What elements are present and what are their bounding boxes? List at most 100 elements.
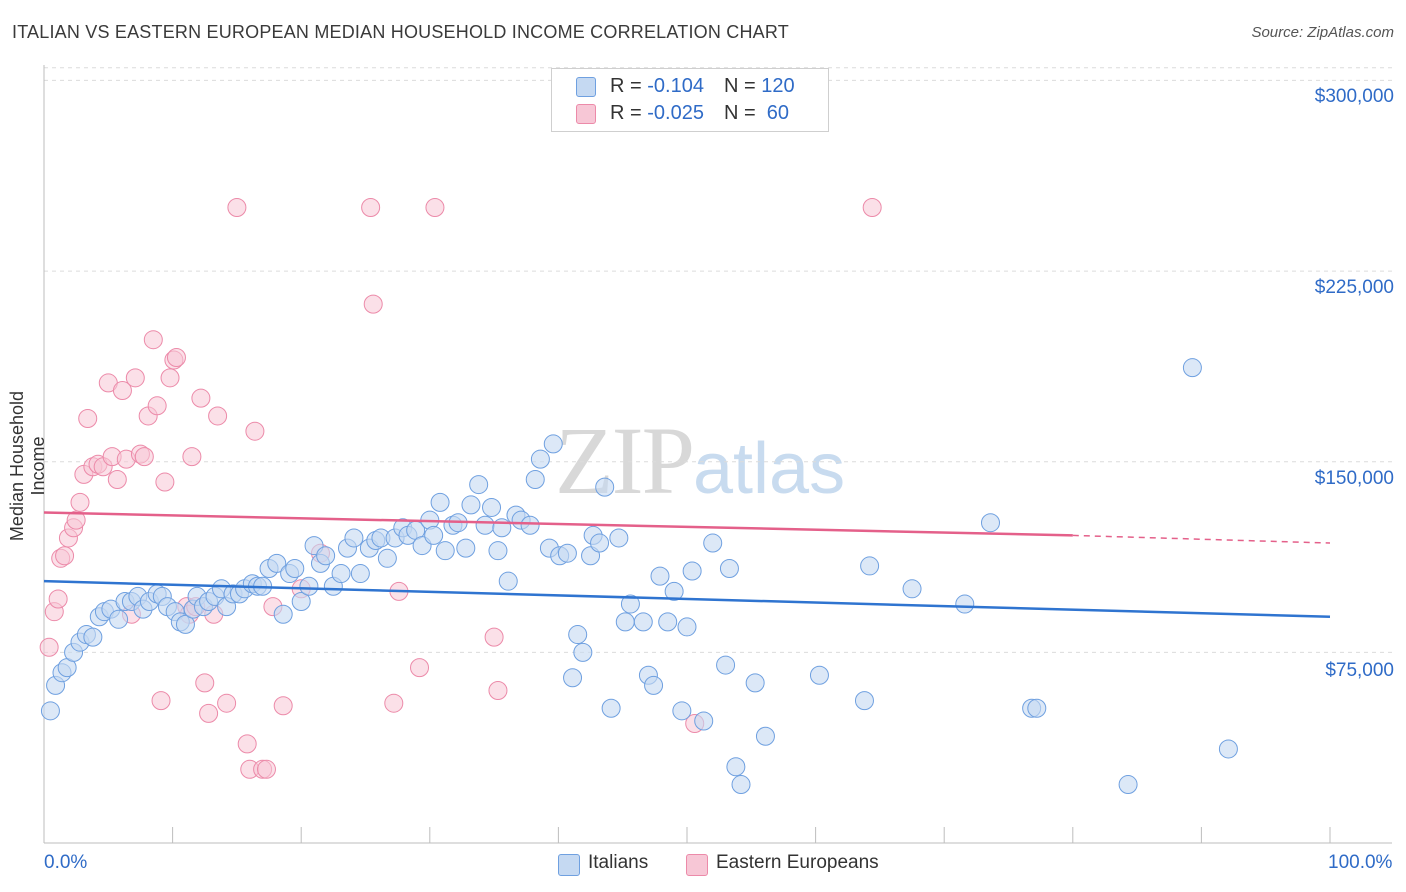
legend-n-value: 60 bbox=[761, 102, 790, 124]
y-tick-75000: $75,000 bbox=[1325, 660, 1394, 681]
point-italians-70 bbox=[482, 497, 502, 517]
point-italians-7 bbox=[83, 627, 103, 647]
point-italians-40 bbox=[285, 558, 305, 578]
legend-text-italians: R = -0.104 N = 120 bbox=[610, 75, 795, 98]
point-italians-114 bbox=[902, 579, 922, 599]
point-italians-63 bbox=[435, 541, 455, 561]
bottom-legend-label-italians: Italians bbox=[588, 852, 649, 873]
point-italians-119 bbox=[1118, 775, 1138, 795]
legend-text-eastern: R = -0.025 N = 60 bbox=[610, 102, 789, 125]
point-italians-112 bbox=[854, 691, 874, 711]
point-italians-76 bbox=[520, 515, 540, 535]
point-eastern-46 bbox=[256, 759, 276, 779]
point-eastern-28 bbox=[160, 368, 180, 388]
point-italians-80 bbox=[543, 434, 563, 454]
point-italians-110 bbox=[755, 726, 775, 746]
point-italians-94 bbox=[633, 612, 653, 632]
point-eastern-36 bbox=[195, 673, 215, 693]
point-italians-120 bbox=[1182, 358, 1202, 378]
legend-r-label: R = bbox=[610, 102, 648, 124]
point-italians-96 bbox=[644, 675, 664, 695]
point-italians-93 bbox=[620, 594, 640, 614]
point-eastern-22 bbox=[134, 447, 154, 467]
point-italians-68 bbox=[469, 475, 489, 495]
point-italians-90 bbox=[601, 698, 621, 718]
watermark-zip: ZIP bbox=[555, 407, 695, 514]
legend-swatch-italians bbox=[576, 77, 596, 97]
point-italians-91 bbox=[609, 528, 629, 548]
y-tick-300000: $300,000 bbox=[1314, 86, 1394, 107]
point-italians-47 bbox=[331, 564, 351, 584]
point-italians-104 bbox=[703, 533, 723, 553]
point-eastern-20 bbox=[125, 368, 145, 388]
bottom-legend-swatch-italians bbox=[558, 854, 580, 876]
point-italians-116 bbox=[980, 513, 1000, 533]
point-eastern-2 bbox=[48, 589, 68, 609]
legend-swatch-eastern bbox=[576, 104, 596, 124]
point-italians-73 bbox=[498, 571, 518, 591]
y-tick-150000: $150,000 bbox=[1314, 468, 1394, 489]
chart-title: ITALIAN VS EASTERN EUROPEAN MEDIAN HOUSE… bbox=[12, 22, 789, 42]
point-italians-106 bbox=[719, 558, 739, 578]
point-eastern-40 bbox=[217, 693, 237, 713]
point-eastern-27 bbox=[155, 472, 175, 492]
point-eastern-8 bbox=[70, 492, 90, 512]
point-eastern-42 bbox=[237, 734, 257, 754]
source-label: Source: ZipAtlas.com bbox=[1251, 24, 1394, 41]
point-italians-71 bbox=[488, 541, 508, 561]
point-eastern-24 bbox=[143, 330, 163, 350]
point-eastern-37 bbox=[199, 703, 219, 723]
point-italians-42 bbox=[299, 576, 319, 596]
point-italians-37 bbox=[267, 553, 287, 573]
point-italians-61 bbox=[424, 525, 444, 545]
point-italians-98 bbox=[658, 612, 678, 632]
point-italians-88 bbox=[590, 533, 610, 553]
legend-n-label: N = bbox=[723, 102, 762, 124]
point-italians-103 bbox=[694, 711, 714, 731]
point-italians-99 bbox=[664, 581, 684, 601]
point-eastern-17 bbox=[112, 381, 132, 401]
x-tick-max: 100.0% bbox=[1328, 852, 1393, 873]
legend-r-value: -0.104 bbox=[647, 75, 704, 97]
point-italians-109 bbox=[745, 673, 765, 693]
point-italians-54 bbox=[377, 548, 397, 568]
point-eastern-39 bbox=[208, 406, 228, 426]
legend-r-label: R = bbox=[610, 75, 648, 97]
point-eastern-51 bbox=[361, 198, 381, 218]
point-eastern-0 bbox=[39, 637, 59, 657]
point-italians-107 bbox=[726, 757, 746, 777]
point-eastern-33 bbox=[182, 447, 202, 467]
watermark: ZIPatlas bbox=[555, 405, 845, 516]
point-eastern-52 bbox=[363, 294, 383, 314]
trend-line-eastern bbox=[43, 511, 1073, 537]
point-eastern-44 bbox=[245, 421, 265, 441]
point-eastern-10 bbox=[78, 408, 98, 428]
bottom-legend: Italians Eastern Europeans bbox=[0, 852, 1406, 876]
point-italians-118 bbox=[1027, 698, 1047, 718]
legend-n-label: N = bbox=[723, 75, 762, 97]
point-italians-41 bbox=[291, 592, 311, 612]
point-italians-89 bbox=[595, 477, 615, 497]
point-italians-0 bbox=[40, 701, 60, 721]
point-eastern-60 bbox=[862, 198, 882, 218]
point-italians-102 bbox=[682, 561, 702, 581]
trend-line-italians bbox=[43, 579, 1331, 619]
point-eastern-53 bbox=[384, 693, 404, 713]
point-eastern-57 bbox=[484, 627, 504, 647]
point-eastern-35 bbox=[191, 388, 211, 408]
bottom-legend-label-eastern: Eastern Europeans bbox=[716, 852, 879, 873]
watermark-atlas: atlas bbox=[693, 429, 846, 509]
point-italians-113 bbox=[860, 556, 880, 576]
point-italians-85 bbox=[573, 642, 593, 662]
point-italians-49 bbox=[344, 528, 364, 548]
point-italians-38 bbox=[273, 604, 293, 624]
point-eastern-55 bbox=[410, 658, 430, 678]
point-eastern-41 bbox=[227, 198, 247, 218]
point-italians-11 bbox=[109, 609, 129, 629]
point-eastern-7 bbox=[66, 510, 86, 530]
bottom-legend-swatch-eastern bbox=[686, 854, 708, 876]
point-eastern-58 bbox=[488, 680, 508, 700]
point-eastern-26 bbox=[151, 691, 171, 711]
point-italians-69 bbox=[475, 515, 495, 535]
